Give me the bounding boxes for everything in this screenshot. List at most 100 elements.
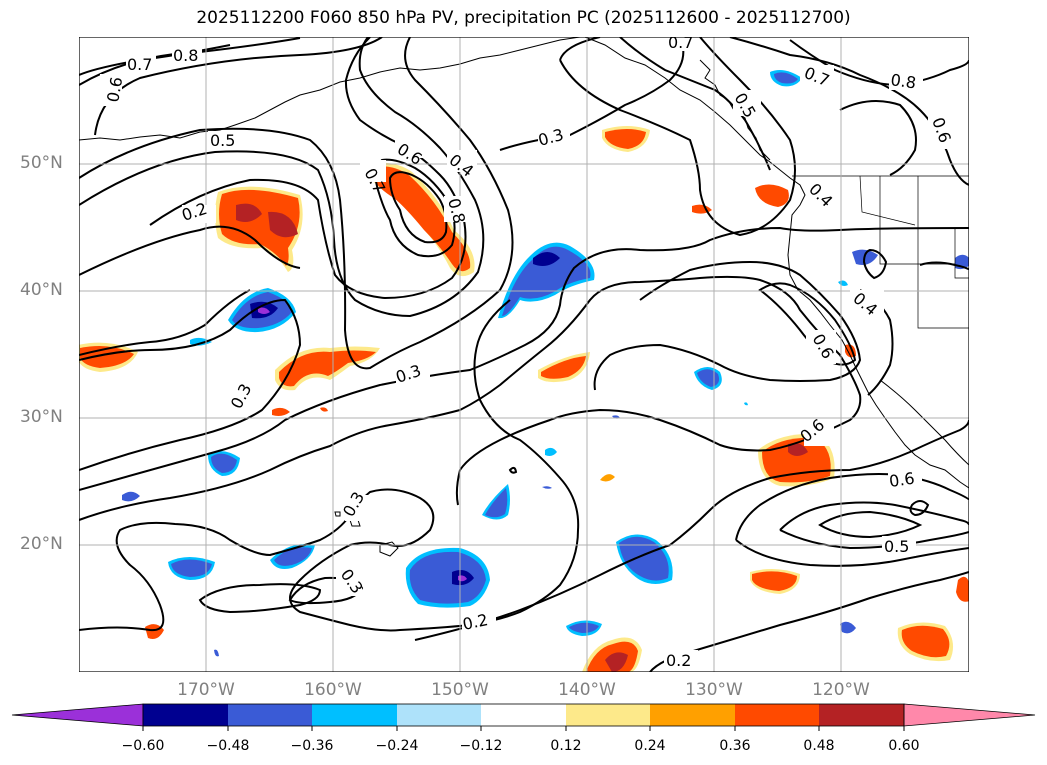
pv-contour-label: 0.7: [668, 33, 693, 52]
precip-blob: [605, 652, 628, 672]
hawaii-island: [334, 511, 341, 517]
precip-blob: [272, 407, 290, 416]
political-borders: [792, 175, 969, 329]
pv-contour: [79, 289, 251, 356]
colorbar-tick-label: −0.60: [121, 738, 165, 754]
lon-label-170w: 170°W: [177, 680, 235, 700]
colorbar-high-extend: [903, 703, 1036, 727]
colorbar-tick-label: −0.24: [375, 738, 419, 754]
precip-blob: [274, 547, 312, 566]
precip-blob: [752, 571, 797, 591]
precip-blob: [320, 407, 328, 412]
pv-contour: [414, 419, 969, 641]
lat-label-30n: 30°N: [20, 407, 63, 427]
pv-contour-label: 0.8: [173, 46, 198, 65]
colorbar-segment: [228, 704, 312, 726]
precip-blob: [258, 307, 270, 314]
pv-contour: [79, 299, 580, 632]
precip-blob: [774, 72, 798, 84]
pv-contour: [818, 510, 923, 539]
gridlines: [79, 37, 969, 672]
pv-contour-label: 0.5: [210, 131, 235, 150]
precip-blob: [744, 402, 748, 406]
colorbar-tick-label: 0.36: [719, 738, 751, 754]
colorbar-tick-label: 0.12: [550, 738, 582, 754]
lon-label-130w: 130°W: [685, 680, 743, 700]
precip-blob: [171, 559, 212, 577]
colorbar-low-extend: [11, 703, 144, 727]
pv-contour: [79, 226, 969, 491]
colorbar: [11, 703, 1036, 731]
pv-contour: [198, 583, 322, 614]
precip-blob: [485, 488, 508, 518]
pv-contour-label: 0.2: [666, 651, 691, 670]
lon-label-160w: 160°W: [304, 680, 362, 700]
precip-blob: [122, 491, 140, 502]
coastline-islands: [699, 59, 771, 161]
precip-positive-regions: [79, 126, 969, 672]
precip-blob: [840, 621, 856, 634]
map-title: 2025112200 F060 850 hPa PV, precipitatio…: [196, 8, 851, 28]
pv-contour: [839, 100, 917, 176]
precip-blob: [533, 252, 560, 266]
pv-contour: [388, 171, 448, 244]
pv-contour: [593, 260, 862, 391]
precip-blob: [956, 576, 969, 602]
precip-blob: [409, 551, 486, 604]
precip-blob: [542, 486, 552, 489]
lon-label-140w: 140°W: [558, 680, 616, 700]
pv-contour: [374, 158, 456, 258]
precip-blob: [755, 184, 789, 207]
precip-blob: [619, 536, 669, 581]
lat-label-40n: 40°N: [20, 280, 63, 300]
pv-contour: [735, 473, 969, 567]
precip-blob: [901, 625, 950, 658]
pv-contour: [79, 275, 862, 521]
precip-blob: [214, 649, 219, 657]
coastlines: [79, 37, 969, 557]
colorbar-tick-label: 0.60: [888, 738, 920, 754]
pv-contour-label: 0.7: [127, 55, 152, 74]
pv-contour: [79, 37, 514, 370]
precip-blob: [211, 453, 237, 473]
coastline-panhandle: [584, 37, 969, 489]
colorbar-tick-label: −0.48: [206, 738, 250, 754]
colorbar-segment: [735, 704, 819, 726]
colorbar-segment: [650, 704, 735, 726]
pv-contour-label: 0.6: [103, 75, 126, 103]
pv-contour: [862, 248, 888, 280]
pv-contour: [508, 466, 518, 474]
map-plot-area: 0.8 0.7 0.6 0.5 0.2 0.6 0.4 0.7 0.8 0.3 …: [79, 33, 969, 672]
precip-blob: [545, 447, 557, 456]
lat-label-20n: 20°N: [20, 534, 63, 554]
precip-blob: [788, 443, 808, 456]
colorbar-segment: [312, 704, 397, 726]
colorbar-segment: [819, 704, 904, 726]
pv-contour: [559, 37, 601, 61]
colorbar-segment: [397, 704, 481, 726]
lon-label-120w: 120°W: [812, 680, 870, 700]
pv-contour: [79, 37, 485, 318]
precip-blob: [236, 203, 262, 222]
pv-contour: [79, 298, 302, 471]
pv-contour: [79, 225, 301, 276]
colorbar-segment: [481, 704, 566, 726]
colorbar-segment: [143, 704, 228, 726]
coastline-alaska: [79, 37, 581, 141]
pv-contour-label: 0.5: [884, 537, 909, 556]
border-states: [859, 175, 969, 329]
precip-blob: [605, 129, 646, 149]
pv-contour: [758, 282, 857, 366]
pv-contour: [909, 500, 930, 517]
lon-label-150w: 150°W: [431, 680, 489, 700]
precip-blob: [502, 246, 591, 316]
precip-blob: [268, 211, 298, 238]
colorbar-tick-label: 0.48: [803, 738, 835, 754]
lat-label-50n: 50°N: [20, 153, 63, 173]
precip-blob: [600, 474, 615, 482]
pv-contour-label: 0.8: [889, 70, 917, 92]
pv-contour: [149, 37, 467, 300]
precip-blob: [541, 356, 586, 379]
colorbar-tick-label: 0.24: [634, 738, 666, 754]
